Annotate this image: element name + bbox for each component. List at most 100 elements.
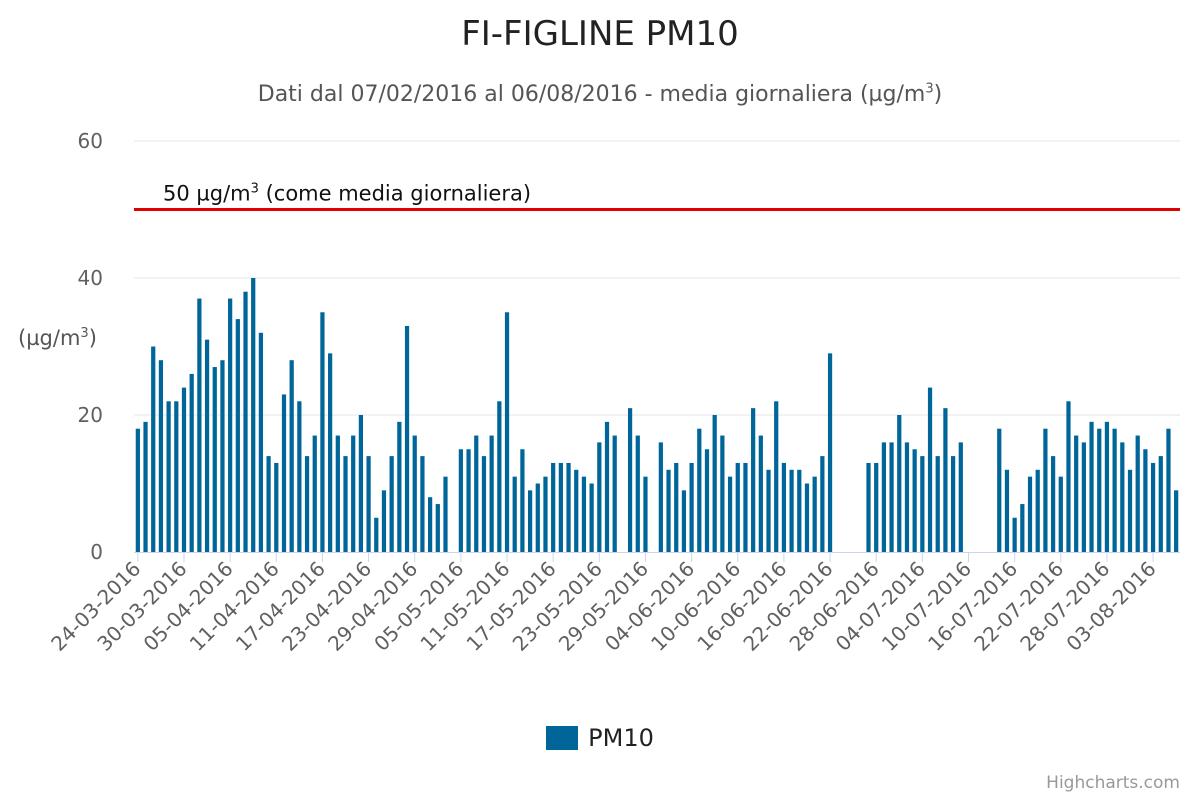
legend-swatch <box>546 726 579 750</box>
bar <box>374 517 379 552</box>
bar <box>758 435 763 552</box>
bar <box>574 469 579 552</box>
bar <box>143 421 148 552</box>
bar <box>689 462 694 552</box>
bar <box>589 483 594 552</box>
bar <box>251 278 256 552</box>
y-axis-label-close: ) <box>88 326 97 350</box>
bar <box>297 401 302 552</box>
bar <box>204 339 210 552</box>
bar <box>527 490 533 552</box>
bar <box>897 415 902 552</box>
chart-subtitle: Dati dal 07/02/2016 al 06/08/2016 - medi… <box>0 82 1200 107</box>
legend-label: PM10 <box>588 724 654 752</box>
bar <box>935 456 940 552</box>
y-axis-label: (µg/m3) <box>18 326 97 350</box>
bar <box>597 442 602 552</box>
bar <box>720 435 725 552</box>
bar <box>743 462 748 552</box>
bar <box>389 456 394 552</box>
bar <box>351 435 356 552</box>
bar <box>243 291 248 552</box>
limit-line-label-text: 50 µg/m <box>163 182 251 206</box>
bar <box>258 332 264 552</box>
bar <box>520 449 525 552</box>
bar <box>158 360 164 552</box>
bar <box>1135 435 1140 552</box>
bar <box>1035 469 1040 552</box>
bar <box>612 435 617 552</box>
bar <box>735 462 740 552</box>
bar <box>197 298 202 552</box>
bar <box>412 435 417 552</box>
bar <box>281 394 287 552</box>
bar <box>958 442 963 552</box>
bar <box>1143 449 1148 552</box>
limit-line-label-rest: (come media giornaliera) <box>259 182 531 206</box>
limit-line-label: 50 µg/m3 (come media giornaliera) <box>163 182 531 206</box>
bar <box>727 476 733 552</box>
bar <box>312 435 317 552</box>
credits-link[interactable]: Highcharts.com <box>1046 773 1180 793</box>
bar <box>535 483 540 552</box>
bar <box>543 476 548 552</box>
bar <box>1120 442 1125 552</box>
bar <box>635 435 640 552</box>
bar <box>674 462 679 552</box>
chart-subtitle-close: ) <box>933 82 943 107</box>
bar <box>781 462 787 552</box>
bar <box>889 442 894 552</box>
bar <box>827 353 833 552</box>
y-tick-label: 40 <box>78 266 103 290</box>
bar <box>228 298 233 552</box>
bar <box>874 462 879 552</box>
bar <box>381 490 387 552</box>
chart-subtitle-sup: 3 <box>925 81 934 97</box>
bar <box>1050 456 1056 552</box>
bar <box>997 428 1002 552</box>
y-tick-label: 60 <box>78 129 103 153</box>
bar <box>274 462 279 552</box>
legend: PM10 <box>0 724 1200 754</box>
bar <box>1066 401 1071 552</box>
bar <box>712 415 717 552</box>
bar <box>151 346 156 552</box>
bar <box>497 401 502 552</box>
bar <box>427 497 433 552</box>
bar <box>943 408 948 552</box>
bar <box>1174 490 1179 552</box>
bar <box>1112 428 1117 552</box>
bar <box>1150 462 1156 552</box>
y-tick-label: 0 <box>90 540 103 564</box>
bar <box>1097 428 1102 552</box>
bar <box>335 435 340 552</box>
bar <box>504 312 510 552</box>
bar <box>466 449 471 552</box>
bar <box>166 401 171 552</box>
bar <box>1020 504 1025 552</box>
bar <box>481 456 487 552</box>
chart-subtitle-text: Dati dal 07/02/2016 al 06/08/2016 - medi… <box>257 82 926 107</box>
bar <box>927 387 933 552</box>
bar <box>189 373 194 552</box>
bar <box>751 408 756 552</box>
bar <box>358 415 364 552</box>
bar <box>812 476 817 552</box>
bar <box>304 456 310 552</box>
bar <box>1104 421 1110 552</box>
bar <box>881 442 887 552</box>
bar <box>643 476 648 552</box>
legend-item-pm10[interactable]: PM10 <box>546 724 654 752</box>
bar <box>212 367 217 552</box>
bar <box>320 312 325 552</box>
y-tick-label: 20 <box>78 403 103 427</box>
bar <box>697 428 702 552</box>
bar <box>266 456 271 552</box>
y-axis-label-sup: 3 <box>80 326 89 341</box>
bar <box>820 456 825 552</box>
bar <box>566 462 571 552</box>
bar <box>604 421 610 552</box>
bar <box>235 319 240 552</box>
bar <box>404 325 410 552</box>
